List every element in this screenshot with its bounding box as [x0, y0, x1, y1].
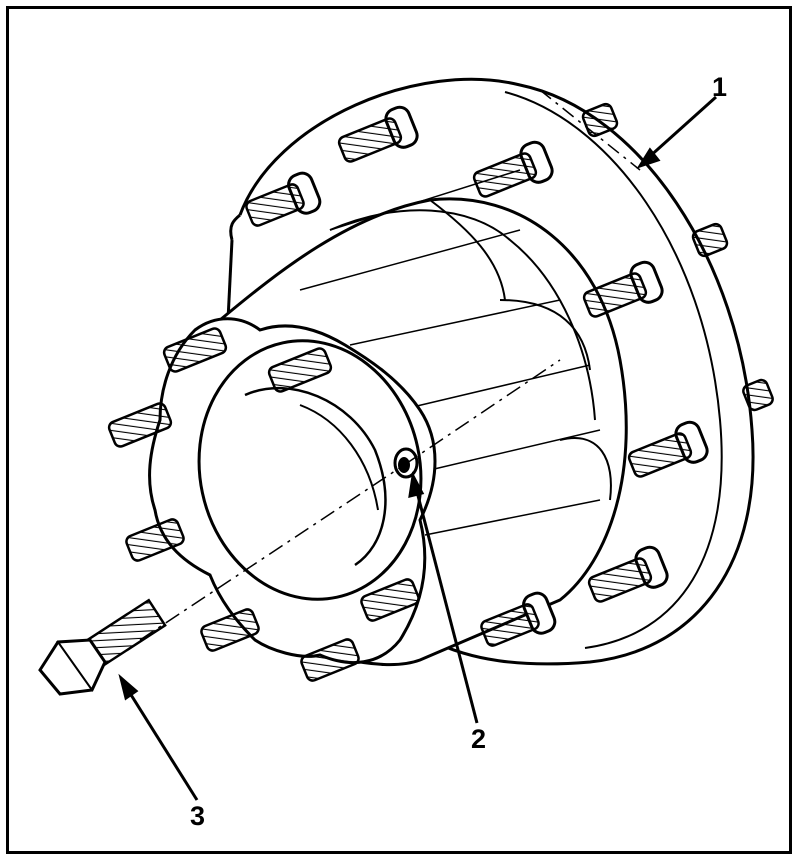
wheel-stud [245, 171, 322, 227]
hex-bolt [38, 598, 167, 696]
wheel-stud [691, 222, 729, 258]
wheel-studs [107, 102, 774, 682]
callout-3: 3 [190, 801, 206, 831]
wheel-stud [742, 378, 774, 412]
wheel-stud [267, 347, 333, 393]
center-axis [139, 359, 561, 641]
callout-1: 1 [712, 72, 728, 102]
callout-2: 2 [471, 724, 487, 754]
wheel-stud [162, 327, 228, 373]
wheel-stud [125, 518, 185, 562]
wheel-stud [300, 638, 360, 682]
wheel-stud [627, 420, 709, 478]
wheel-stud [582, 260, 664, 318]
wheel-stud [587, 545, 669, 603]
wheel-stud [581, 102, 619, 138]
wheel-stud [480, 591, 557, 647]
wheel-stud [200, 608, 260, 652]
wheel-stud [107, 402, 173, 448]
wheel-stud [472, 140, 554, 198]
leader-arrows [118, 95, 718, 801]
wheel-stud [337, 105, 419, 163]
wheel-stud [360, 578, 420, 622]
figure-frame [6, 6, 792, 854]
